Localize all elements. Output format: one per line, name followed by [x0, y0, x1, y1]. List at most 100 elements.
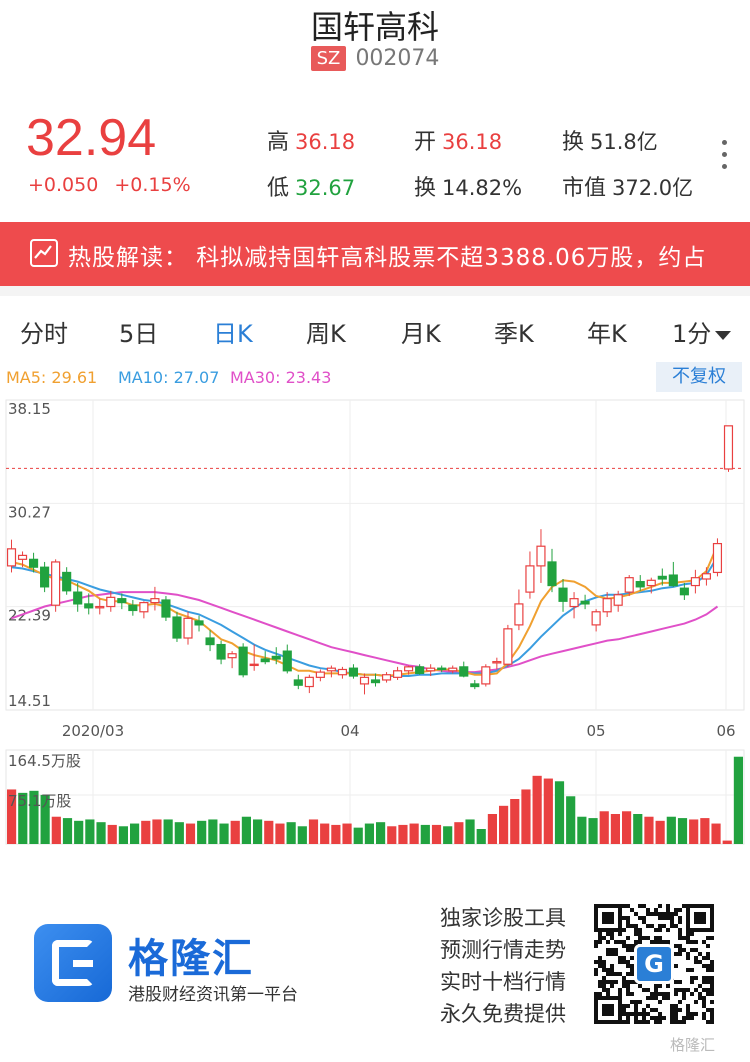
- candle-body: [547, 561, 557, 587]
- volume-bar: [364, 823, 374, 844]
- volume-bar: [62, 818, 73, 844]
- volume-bar: [409, 823, 419, 844]
- tab-daily-k[interactable]: 日K: [213, 320, 253, 348]
- candle-body: [51, 561, 61, 606]
- volume-bar: [599, 811, 609, 844]
- volume-bar: [465, 819, 475, 844]
- volume-bar: [633, 814, 643, 844]
- hot-stock-banner[interactable]: 热股解读： 科拟减持国轩高科股票不超3388.06万股，约占: [0, 222, 750, 286]
- candle-body: [73, 591, 83, 605]
- candle-body: [404, 666, 414, 672]
- volume-tick-label: 75.1万股: [8, 792, 71, 810]
- candle-body: [62, 571, 72, 592]
- candle-body: [161, 599, 171, 618]
- volume-bar: [577, 816, 587, 844]
- candle-body: [415, 666, 425, 675]
- candle-body: [40, 566, 50, 588]
- candle-body: [216, 643, 226, 660]
- qr-code-icon[interactable]: G: [594, 904, 714, 1024]
- volume-bar: [554, 781, 565, 844]
- promo-line: 预测行情走势: [440, 938, 566, 962]
- candle-body: [569, 598, 579, 608]
- tab-5day[interactable]: 5日: [119, 320, 159, 348]
- volume-bar: [320, 823, 330, 844]
- candle-body: [470, 683, 480, 688]
- candle-body: [326, 667, 336, 672]
- qr-logo-icon: G: [634, 944, 674, 984]
- candle-body: [150, 598, 160, 604]
- more-vertical-icon[interactable]: [720, 140, 728, 176]
- volume-bar: [174, 822, 184, 844]
- volume-bar: [487, 814, 497, 844]
- volume-bar: [40, 794, 50, 844]
- volume-bar: [689, 819, 699, 844]
- candle-body: [503, 628, 513, 665]
- brand-slogan: 港股财经资讯第一平台: [128, 985, 298, 1005]
- tab-monthly-k[interactable]: 月K: [401, 320, 441, 348]
- tab-intraday[interactable]: 分时: [20, 320, 68, 348]
- candle-body: [282, 650, 292, 672]
- price-panel-frame: [5, 399, 745, 711]
- volume-bar: [454, 822, 464, 844]
- volume-bar: [353, 827, 363, 844]
- candle-body: [260, 658, 270, 663]
- volume-bar: [443, 826, 453, 844]
- promo-line: 永久免费提供: [440, 1002, 566, 1026]
- candle-body: [437, 667, 447, 671]
- x-tick-label: 04: [340, 722, 359, 740]
- adjust-button[interactable]: 不复权: [656, 362, 742, 392]
- candle-body: [646, 579, 656, 587]
- stat-label: 市值: [562, 176, 607, 201]
- ma10-label: MA10: 27.07: [118, 368, 220, 387]
- candle-body: [348, 667, 359, 677]
- volume-bar: [163, 819, 173, 844]
- candle-body: [293, 679, 303, 686]
- candle-body: [194, 620, 204, 626]
- promo-line: 独家诊股工具: [440, 906, 566, 930]
- volume-bar: [253, 819, 263, 844]
- promo-footer: 格隆汇 港股财经资讯第一平台 独家诊股工具 预测行情走势 实时十档行情 永久免费…: [0, 862, 750, 1062]
- volume-bar: [331, 824, 341, 844]
- kline-chart[interactable]: 38.15 30.27 22.39 14.51 2020/03 04 05 06 164.5万股…: [0, 392, 750, 852]
- volume-bar: [588, 818, 598, 844]
- period-tabs: 分时 5日 日K 周K 月K 季K 年K 1分: [0, 300, 750, 360]
- volume-bar: [141, 820, 151, 844]
- candle-body: [381, 674, 392, 681]
- candle-body: [227, 653, 237, 659]
- volume-bar: [499, 805, 509, 844]
- candle-body: [139, 602, 149, 613]
- kline-svg: 38.15 30.27 22.39 14.51 2020/03 04 05 06 164.5万股…: [5, 399, 745, 845]
- stat-amount: 换 51.8亿: [562, 124, 658, 156]
- x-tick-label: 06: [716, 722, 735, 740]
- ma30-line: [11, 591, 719, 674]
- candle-body: [337, 668, 347, 676]
- candle-body: [84, 603, 94, 609]
- tab-yearly-k[interactable]: 年K: [587, 320, 627, 348]
- candle-body: [304, 676, 314, 688]
- stat-low: 低 32.67: [267, 170, 355, 202]
- stat-value: 32.67: [295, 176, 356, 200]
- tab-weekly-k[interactable]: 周K: [306, 320, 346, 348]
- volume-tick-label: 164.5万股: [8, 752, 81, 770]
- y-tick-label: 14.51: [8, 692, 51, 710]
- tab-quarterly-k[interactable]: 季K: [494, 320, 534, 348]
- candle-body: [712, 542, 723, 574]
- candle-body: [448, 667, 458, 672]
- candle-body: [249, 663, 259, 667]
- caret-down-icon: [715, 330, 732, 340]
- volume-bar: [644, 816, 654, 844]
- candle-body: [481, 666, 491, 685]
- volume-bar: [241, 816, 251, 844]
- promo-line: 实时十档行情: [440, 970, 566, 994]
- volume-bar: [118, 826, 128, 844]
- promo-list: 独家诊股工具 预测行情走势 实时十档行情 永久免费提供: [440, 902, 580, 1030]
- candle-body: [117, 598, 127, 604]
- candle-body: [668, 574, 678, 587]
- candle-body: [315, 671, 325, 678]
- volume-bar: [7, 789, 17, 844]
- volume-bar: [543, 778, 553, 844]
- candle-body: [95, 605, 105, 609]
- tab-minute-dropdown[interactable]: 1分: [672, 314, 732, 349]
- candle-body: [128, 604, 138, 612]
- volume-bar: [264, 820, 274, 844]
